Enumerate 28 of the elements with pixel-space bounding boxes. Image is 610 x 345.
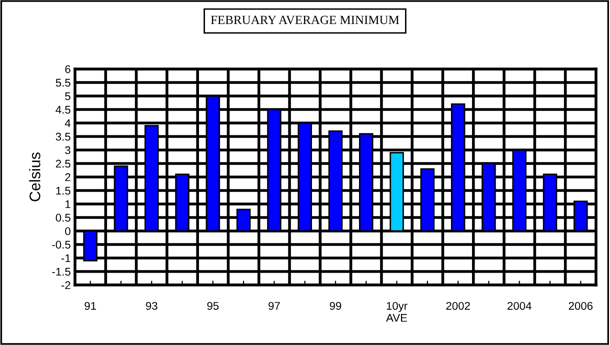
x-tick-label: 2006: [568, 302, 593, 310]
y-tick-label: -1: [61, 254, 70, 262]
y-tick-label: 5.5: [56, 78, 70, 87]
y-tick-label: -1.5: [52, 268, 70, 276]
y-tick-label: 1: [66, 200, 70, 208]
x-tick-label: 2004: [508, 302, 532, 310]
y-axis-title: Celsius: [29, 152, 40, 202]
y-tick-label: 5: [65, 92, 70, 100]
y-tick-label: 3.5: [56, 132, 70, 141]
x-tick-label: 97: [268, 302, 280, 310]
x-tick-label: 95: [207, 302, 219, 310]
y-tick-label: 3: [65, 146, 70, 154]
y-tick-label: 0: [65, 227, 70, 236]
y-tick-label: 0.5: [56, 214, 70, 222]
x-tick-label: 93: [146, 302, 158, 310]
y-tick-label: 4.5: [56, 106, 70, 114]
y-tick-label: 6: [65, 65, 70, 74]
x-tick-label: 10yr AVE: [386, 302, 408, 322]
y-tick-label: 4: [64, 119, 71, 128]
y-tick-label: 2.5: [56, 160, 70, 168]
chart-title: FEBRUARY AVERAGE MINIMUM: [210, 16, 400, 24]
y-tick-label: -2: [61, 281, 70, 290]
x-tick-label: 99: [330, 302, 342, 310]
x-tick-label: 2002: [446, 302, 470, 310]
y-tick-label: -0.5: [52, 240, 70, 249]
y-tick-label: 2: [65, 173, 70, 182]
x-tick-label: 91: [84, 302, 96, 310]
y-tick-label: 1.5: [56, 186, 70, 195]
